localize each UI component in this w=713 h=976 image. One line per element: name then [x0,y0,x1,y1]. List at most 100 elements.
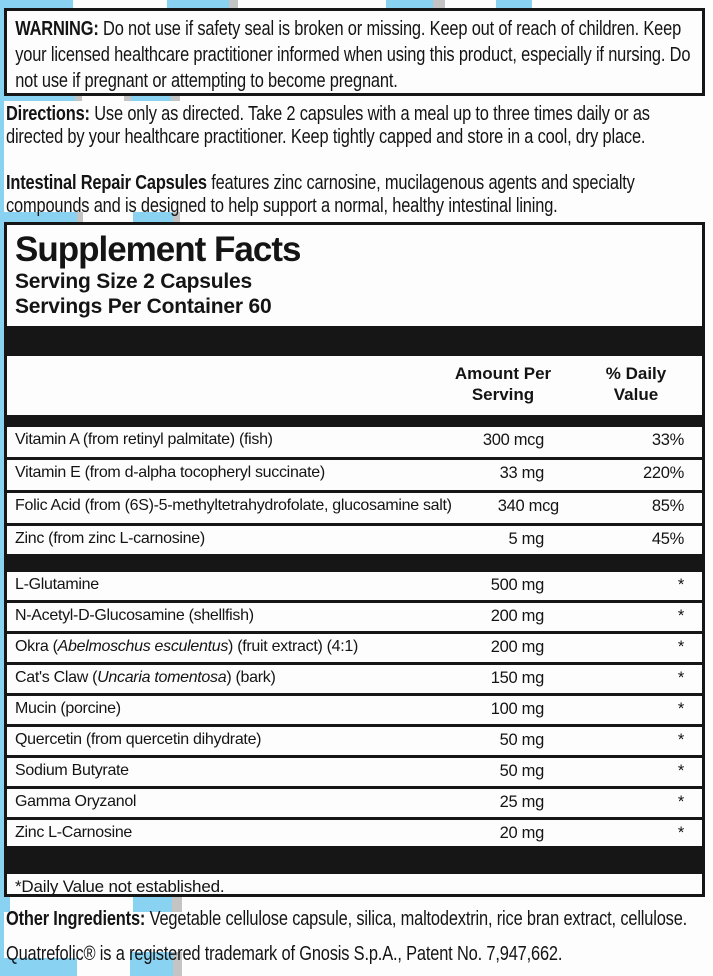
facts-rows-group-vitamins: Vitamin A (from retinyl palmitate) (fish… [7,427,702,554]
row-name: Quercetin (from quercetin dihydrate) [15,731,424,749]
label-background-artifact [433,0,445,9]
facts-row: L-Glutamine 500 mg * [7,572,702,603]
row-name-part: Folic Acid (from (6S)-5-methyltetrahydro… [15,497,452,514]
facts-row: Folic Acid (from (6S)-5-methyltetrahydro… [7,493,702,526]
row-name: Okra (Abelmoschus esculentus) (fruit ext… [15,638,424,656]
row-name: Zinc (from zinc L-carnosine) [15,530,424,548]
label-background-artifact [77,212,83,222]
label-background-artifact [0,0,73,9]
row-amount: 5 mg [508,530,545,548]
row-daily-value: * [677,793,684,811]
column-header-line: % Daily [605,364,667,383]
warning-title: WARNING: [15,18,99,40]
facts-rows-group-proprietary: L-Glutamine 500 mg * N-Acetyl-D-Glucosam… [7,572,702,846]
label-background-artifact [133,897,172,912]
trademark-text: Quatrefolic® is a registered trademark o… [6,943,563,965]
row-amount: 50 mg [499,731,545,749]
row-name: Sodium Butyrate [15,762,424,780]
row-amount: 150 mg [490,669,545,687]
label-background-artifact [0,212,77,222]
supplement-facts-title: Supplement Facts [15,230,301,269]
row-amount: 33 mg [499,464,545,482]
description-title: Intestinal Repair Capsules [6,172,207,194]
row-amount: 20 mg [499,824,545,842]
row-name-part: Uncaria tomentosa [97,669,227,686]
row-name-part: N-Acetyl-D-Glucosamine (shellfish) [15,607,254,624]
facts-row: Vitamin A (from retinyl palmitate) (fish… [7,427,702,460]
supplement-facts-panel: Supplement Facts Serving Size 2 Capsules… [4,222,705,897]
row-daily-value: * [677,762,684,780]
label-background-artifact [229,0,238,9]
label-background-artifact [172,897,182,912]
facts-row: N-Acetyl-D-Glucosamine (shellfish) 200 m… [7,603,702,634]
serving-size: Serving Size 2 Capsules [15,270,253,293]
column-header-line: Serving [471,385,535,404]
daily-value-footnote: *Daily Value not established. [15,877,225,896]
row-name: Gamma Oryzanol [15,793,424,811]
facts-row: Zinc L-Carnosine 20 mg * [7,820,702,846]
row-name-part: Okra ( [15,638,58,655]
facts-row: Gamma Oryzanol 25 mg * [7,789,702,820]
row-daily-value: 85% [651,497,684,515]
row-name: Zinc L-Carnosine [15,824,424,842]
row-daily-value: * [677,576,684,594]
directions-body: Use only as directed. Take 2 capsules wi… [6,103,650,148]
warning-text: WARNING: Do not use if safety seal is br… [7,11,713,94]
other-ingredients-paragraph: Other Ingredients: Vegetable cellulose c… [6,908,710,931]
header-spacer [15,363,448,405]
other-ingredients-title: Other Ingredients: [6,908,146,930]
row-amount: 25 mg [499,793,545,811]
row-daily-value: * [677,607,684,625]
row-name-part: ) (fruit extract) (4:1) [228,638,359,655]
divider-bar [7,554,702,572]
warning-box: WARNING: Do not use if safety seal is br… [4,8,705,96]
facts-row: Quercetin (from quercetin dihydrate) 50 … [7,727,702,758]
facts-row: Mucin (porcine) 100 mg * [7,696,702,727]
row-name-part: Cat's Claw ( [15,669,98,686]
row-amount: 200 mg [490,638,545,656]
label-background-artifact [0,897,10,912]
row-daily-value: * [677,700,684,718]
servings-per-container: Servings Per Container 60 [15,295,272,318]
row-name-part: Vitamin A (from retinyl palmitate) (fish… [15,431,273,448]
table-column-headers: Amount Per Serving % Daily Value [7,356,702,415]
facts-row: Cat's Claw (Uncaria tomentosa) (bark) 15… [7,665,702,696]
row-name-part: Gamma Oryzanol [15,793,137,810]
directions-paragraph: Directions: Use only as directed. Take 2… [6,103,710,149]
row-daily-value: * [677,669,684,687]
row-name: Cat's Claw (Uncaria tomentosa) (bark) [15,669,424,687]
other-ingredients-body: Vegetable cellulose capsule, silica, mal… [145,908,688,930]
row-name-part: Abelmoschus esculentus [57,638,229,655]
row-daily-value: * [677,731,684,749]
label-background-artifact [386,0,433,9]
label-background-artifact [173,952,182,976]
row-name-part: Zinc (from zinc L-carnosine) [15,530,205,547]
row-daily-value: 220% [642,464,684,482]
label-background-artifact [130,952,173,976]
column-header-line: Value [613,385,659,404]
description-paragraph: Intestinal Repair Capsules features zinc… [6,172,710,218]
row-amount: 50 mg [499,762,545,780]
row-name-part: Zinc L-Carnosine [15,824,133,841]
column-header-daily-value: % Daily Value [558,363,692,405]
facts-row: Vitamin E (from d-alpha tocopheryl succi… [7,460,702,493]
row-name: Folic Acid (from (6S)-5-methyltetrahydro… [15,497,452,515]
row-name: N-Acetyl-D-Glucosamine (shellfish) [15,607,424,625]
row-name-part: L-Glutamine [15,576,99,593]
row-name-part: Vitamin E (from d-alpha tocopheryl succi… [15,464,325,481]
column-header-amount-per-serving: Amount Per Serving [448,363,558,405]
row-name: Mucin (porcine) [15,700,424,718]
row-name-part: Quercetin (from quercetin dihydrate) [15,731,262,748]
directions-title: Directions: [6,103,90,125]
trademark-line: Quatrefolic® is a registered trademark o… [6,943,710,966]
warning-body: Do not use if safety seal is broken or m… [15,18,691,92]
label-background-artifact [0,0,4,976]
row-daily-value: 45% [651,530,684,548]
facts-row: Sodium Butyrate 50 mg * [7,758,702,789]
divider-bar [7,415,702,427]
row-daily-value: * [677,638,684,656]
row-daily-value: 33% [651,431,684,449]
row-name: L-Glutamine [15,576,424,594]
divider-bar [7,846,702,874]
divider-bar [7,326,702,356]
